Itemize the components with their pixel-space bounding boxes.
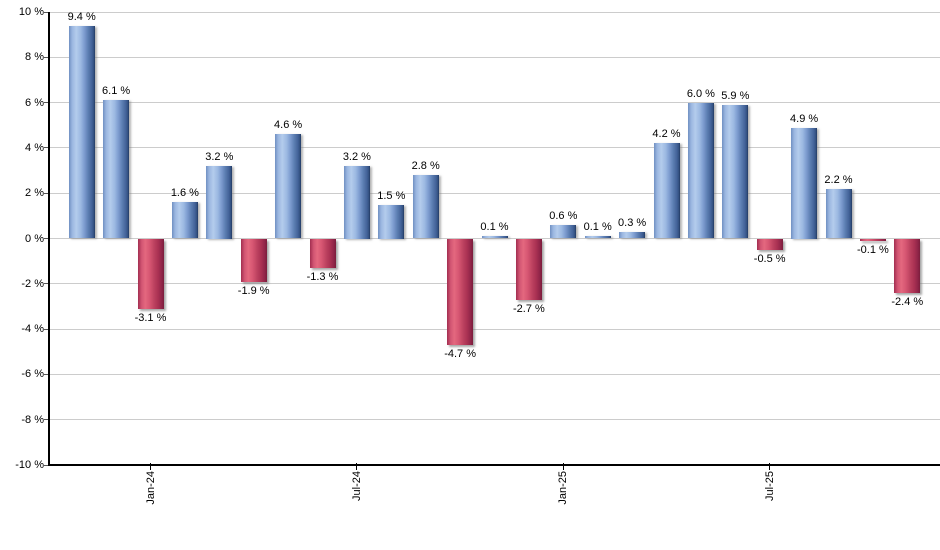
y-axis-tick: [44, 192, 50, 194]
bar-value-label: 2.8 %: [411, 160, 440, 173]
chart-bar: [412, 175, 439, 239]
chart-bar: [481, 236, 508, 239]
chart-bar: [584, 236, 611, 239]
x-axis-tick: [769, 463, 771, 470]
bar-value-label: 4.2 %: [652, 128, 681, 141]
bar-value-label: 1.5 %: [377, 189, 406, 202]
chart-bar: [619, 231, 646, 239]
y-axis-tick-label: 4 %: [25, 141, 44, 154]
bar-value-label: -2.7 %: [512, 302, 545, 315]
chart-bar: [550, 224, 577, 239]
y-axis-tick: [44, 328, 50, 330]
chart-bar: [309, 238, 336, 268]
y-gridline: [50, 192, 940, 194]
bar-value-label: -4.7 %: [444, 348, 476, 360]
chart-bar: [343, 166, 370, 239]
chart-bar: [653, 143, 680, 239]
bar-value-label: 3.2 %: [342, 151, 371, 163]
x-axis-tick: [150, 463, 151, 470]
bar-value-label: -0.1 %: [856, 243, 889, 256]
y-gridline: [50, 328, 940, 330]
bar-value-label: 0.1 %: [480, 221, 509, 234]
chart-bar: [756, 238, 783, 250]
x-axis-tick-label: Jan-25: [557, 471, 570, 505]
bar-value-label: 9.4 %: [67, 10, 96, 23]
y-axis-tick-label: -2 %: [21, 277, 44, 290]
x-axis-tick-label: Jan-24: [144, 471, 157, 505]
chart-bar: [240, 238, 267, 282]
y-axis-tick: [44, 102, 50, 104]
bar-value-label: 4.9 %: [790, 112, 819, 125]
chart-bar: [447, 238, 474, 345]
chart-bar: [103, 100, 130, 239]
x-axis-tick: [562, 463, 564, 470]
y-axis-tick-label: -4 %: [21, 323, 44, 336]
chart-bar: [137, 238, 164, 309]
bar-value-label: 1.6 %: [170, 187, 199, 200]
chart-bar: [171, 202, 198, 239]
y-gridline: [50, 419, 940, 421]
chart-bar: [791, 127, 818, 239]
bar-value-label: 4.6 %: [274, 119, 303, 132]
bar-value-label: 0.6 %: [549, 209, 578, 222]
x-axis-line: [48, 464, 940, 466]
y-axis-tick-label: 6 %: [25, 96, 44, 109]
y-axis-tick-label: -10 %: [15, 459, 44, 471]
y-gridline: [50, 373, 940, 375]
chart-bar: [515, 238, 542, 300]
bar-value-label: -3.1 %: [134, 311, 167, 324]
y-axis-tick-label: 10 %: [18, 6, 44, 18]
x-axis-tick-label: Jul-25: [763, 471, 776, 501]
y-axis-tick-label: 0 %: [25, 232, 44, 245]
y-gridline: [50, 238, 940, 239]
chart-bar: [275, 134, 302, 239]
bar-value-label: -1.9 %: [237, 284, 270, 297]
chart-bar: [859, 238, 886, 241]
y-axis-tick: [44, 283, 50, 285]
y-gridline: [50, 56, 940, 58]
bar-value-label: 5.9 %: [721, 89, 750, 102]
y-gridline: [50, 11, 940, 13]
y-axis-tick-label: 8 %: [25, 51, 44, 64]
y-axis-tick: [44, 373, 50, 375]
y-axis-tick: [44, 419, 50, 421]
bar-value-label: 0.1 %: [583, 221, 612, 234]
bar-value-label: 6.1 %: [102, 85, 131, 98]
bar-value-label: -1.3 %: [306, 270, 339, 283]
x-axis-tick: [356, 463, 358, 470]
y-axis-tick: [44, 147, 50, 149]
y-axis-tick: [44, 238, 50, 239]
y-axis-tick-label: 2 %: [25, 187, 44, 200]
bar-value-label: 3.2 %: [205, 151, 234, 163]
chart-bar: [894, 238, 921, 293]
y-axis-tick: [44, 11, 50, 13]
y-axis-tick-label: -6 %: [21, 368, 44, 381]
chart-bar: [68, 25, 95, 239]
bar-value-label: 0.3 %: [618, 216, 647, 229]
y-axis-tick-label: -8 %: [21, 413, 44, 426]
chart-bar: [687, 102, 714, 239]
y-gridline: [50, 102, 940, 104]
chart-bar: [206, 166, 233, 239]
y-axis-tick: [44, 56, 50, 58]
chart-bar: [825, 188, 852, 239]
bar-value-label: 2.2 %: [824, 173, 853, 186]
y-gridline: [50, 283, 940, 285]
y-axis-tick: [44, 464, 50, 466]
bar-value-label: -2.4 %: [891, 295, 924, 308]
y-gridline: [50, 147, 940, 149]
y-axis-line: [48, 12, 50, 465]
chart-bar: [722, 104, 749, 239]
bar-value-label: -0.5 %: [753, 252, 786, 265]
chart-bar: [378, 204, 405, 239]
bar-value-label: 6.0 %: [686, 87, 715, 100]
x-axis-tick-label: Jul-24: [350, 471, 363, 501]
